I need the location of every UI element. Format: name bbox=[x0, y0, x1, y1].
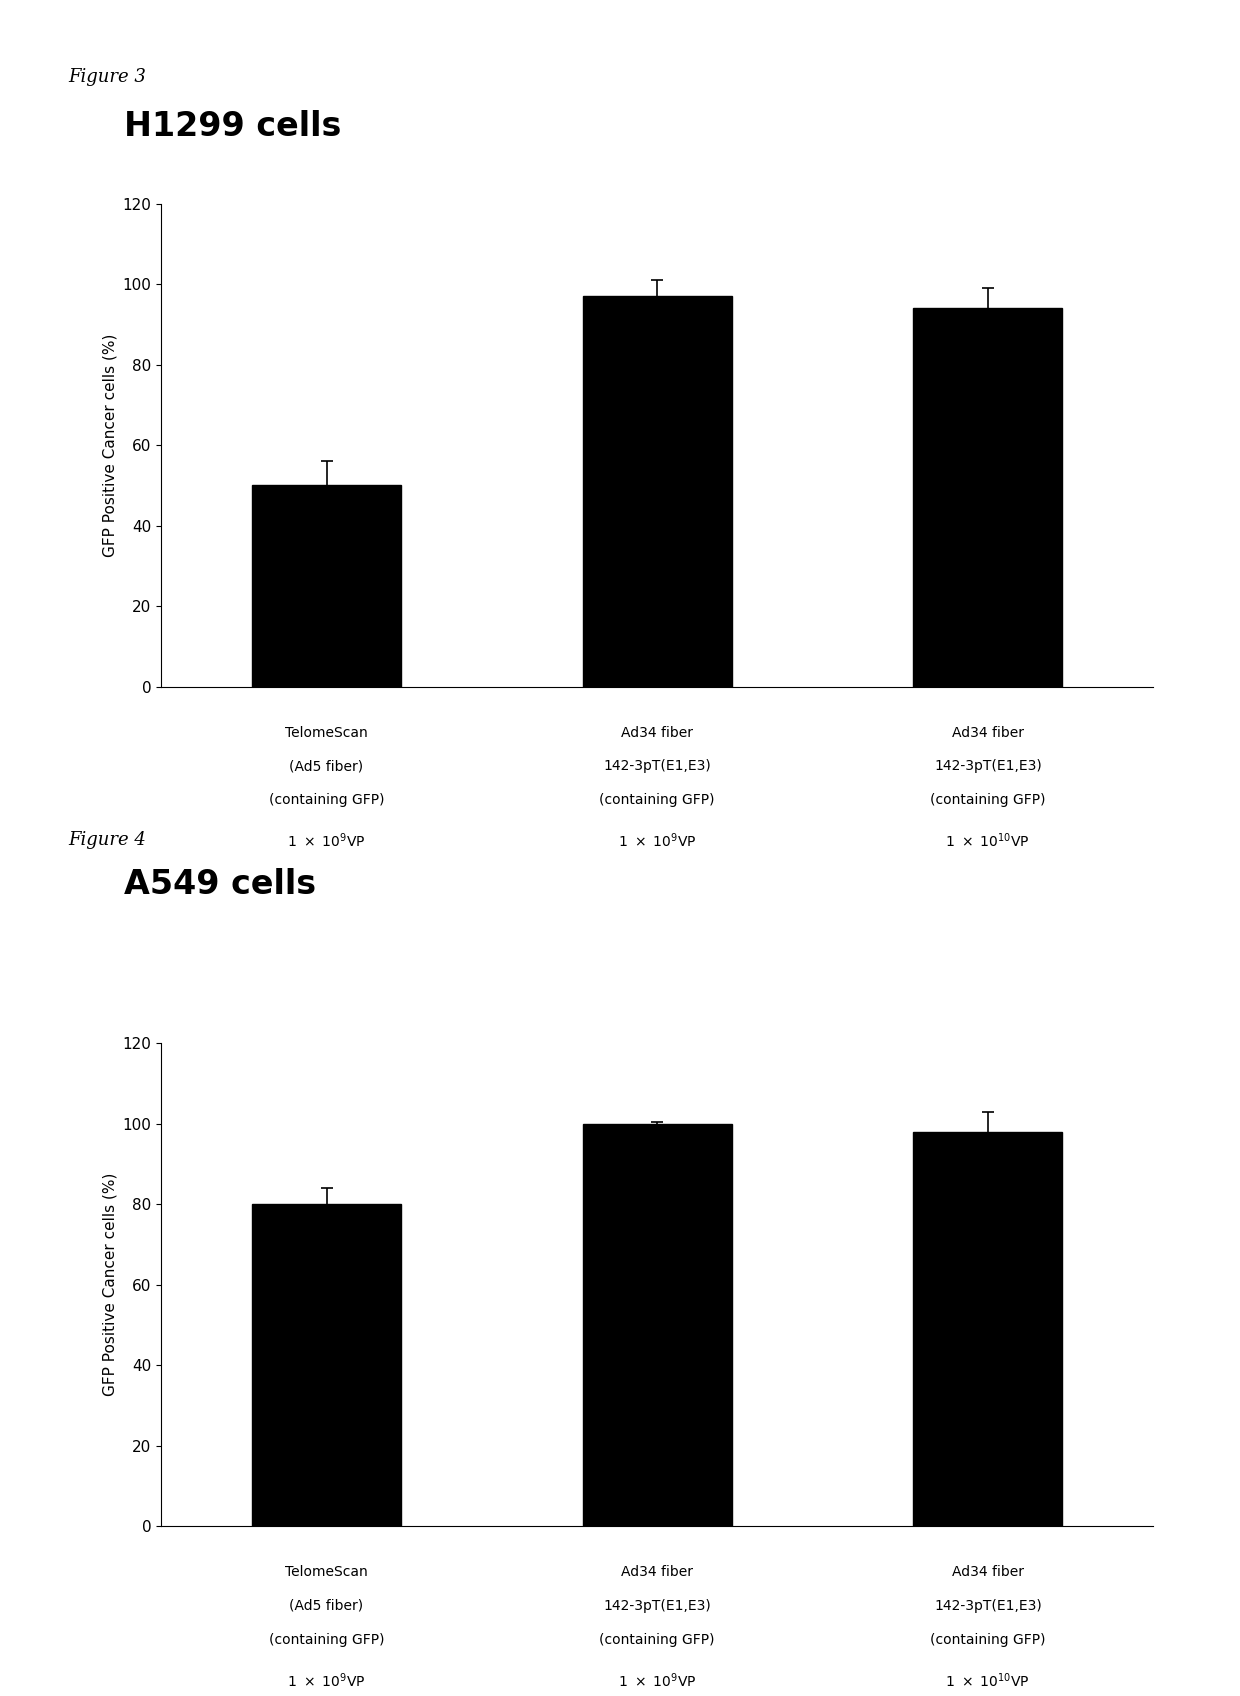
Text: (containing GFP): (containing GFP) bbox=[269, 794, 384, 807]
Bar bbox=[252, 485, 401, 687]
Bar bbox=[914, 1131, 1063, 1526]
Text: 142-3pT(E1,E3): 142-3pT(E1,E3) bbox=[604, 1599, 711, 1613]
Text: $1\ \times\ 10^{10}$VP: $1\ \times\ 10^{10}$VP bbox=[945, 831, 1030, 850]
Text: 142-3pT(E1,E3): 142-3pT(E1,E3) bbox=[934, 760, 1042, 773]
Text: $1\ \times\ 10^{9}$VP: $1\ \times\ 10^{9}$VP bbox=[618, 1672, 697, 1689]
Text: (Ad5 fiber): (Ad5 fiber) bbox=[289, 1599, 363, 1613]
Text: (containing GFP): (containing GFP) bbox=[599, 794, 715, 807]
Bar bbox=[252, 1204, 401, 1526]
Text: $1\ \times\ 10^{9}$VP: $1\ \times\ 10^{9}$VP bbox=[288, 1672, 366, 1689]
Text: 142-3pT(E1,E3): 142-3pT(E1,E3) bbox=[604, 760, 711, 773]
Text: (containing GFP): (containing GFP) bbox=[930, 794, 1045, 807]
Text: Ad34 fiber: Ad34 fiber bbox=[952, 726, 1024, 739]
Y-axis label: GFP Positive Cancer cells (%): GFP Positive Cancer cells (%) bbox=[102, 1174, 117, 1396]
Text: A549 cells: A549 cells bbox=[124, 868, 316, 901]
Text: $1\ \times\ 10^{9}$VP: $1\ \times\ 10^{9}$VP bbox=[288, 831, 366, 850]
Bar bbox=[914, 309, 1063, 687]
Text: (containing GFP): (containing GFP) bbox=[269, 1633, 384, 1647]
Text: Ad34 fiber: Ad34 fiber bbox=[952, 1565, 1024, 1579]
Text: $1\ \times\ 10^{9}$VP: $1\ \times\ 10^{9}$VP bbox=[618, 831, 697, 850]
Text: Ad34 fiber: Ad34 fiber bbox=[621, 726, 693, 739]
Text: $1\ \times\ 10^{10}$VP: $1\ \times\ 10^{10}$VP bbox=[945, 1672, 1030, 1689]
Text: 142-3pT(E1,E3): 142-3pT(E1,E3) bbox=[934, 1599, 1042, 1613]
Text: (containing GFP): (containing GFP) bbox=[930, 1633, 1045, 1647]
Text: Ad34 fiber: Ad34 fiber bbox=[621, 1565, 693, 1579]
Text: (containing GFP): (containing GFP) bbox=[599, 1633, 715, 1647]
Text: TelomeScan: TelomeScan bbox=[285, 726, 368, 739]
Text: (Ad5 fiber): (Ad5 fiber) bbox=[289, 760, 363, 773]
Bar bbox=[583, 1123, 732, 1526]
Bar bbox=[583, 297, 732, 687]
Y-axis label: GFP Positive Cancer cells (%): GFP Positive Cancer cells (%) bbox=[102, 334, 117, 556]
Text: TelomeScan: TelomeScan bbox=[285, 1565, 368, 1579]
Text: Figure 3: Figure 3 bbox=[68, 68, 146, 86]
Text: H1299 cells: H1299 cells bbox=[124, 110, 341, 142]
Text: Figure 4: Figure 4 bbox=[68, 831, 146, 850]
